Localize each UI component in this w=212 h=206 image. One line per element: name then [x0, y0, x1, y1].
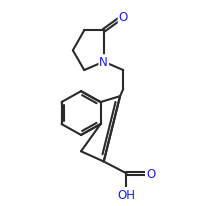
Text: O: O: [146, 167, 155, 180]
Text: O: O: [119, 11, 128, 24]
Text: OH: OH: [117, 188, 135, 201]
Text: N: N: [99, 56, 108, 69]
